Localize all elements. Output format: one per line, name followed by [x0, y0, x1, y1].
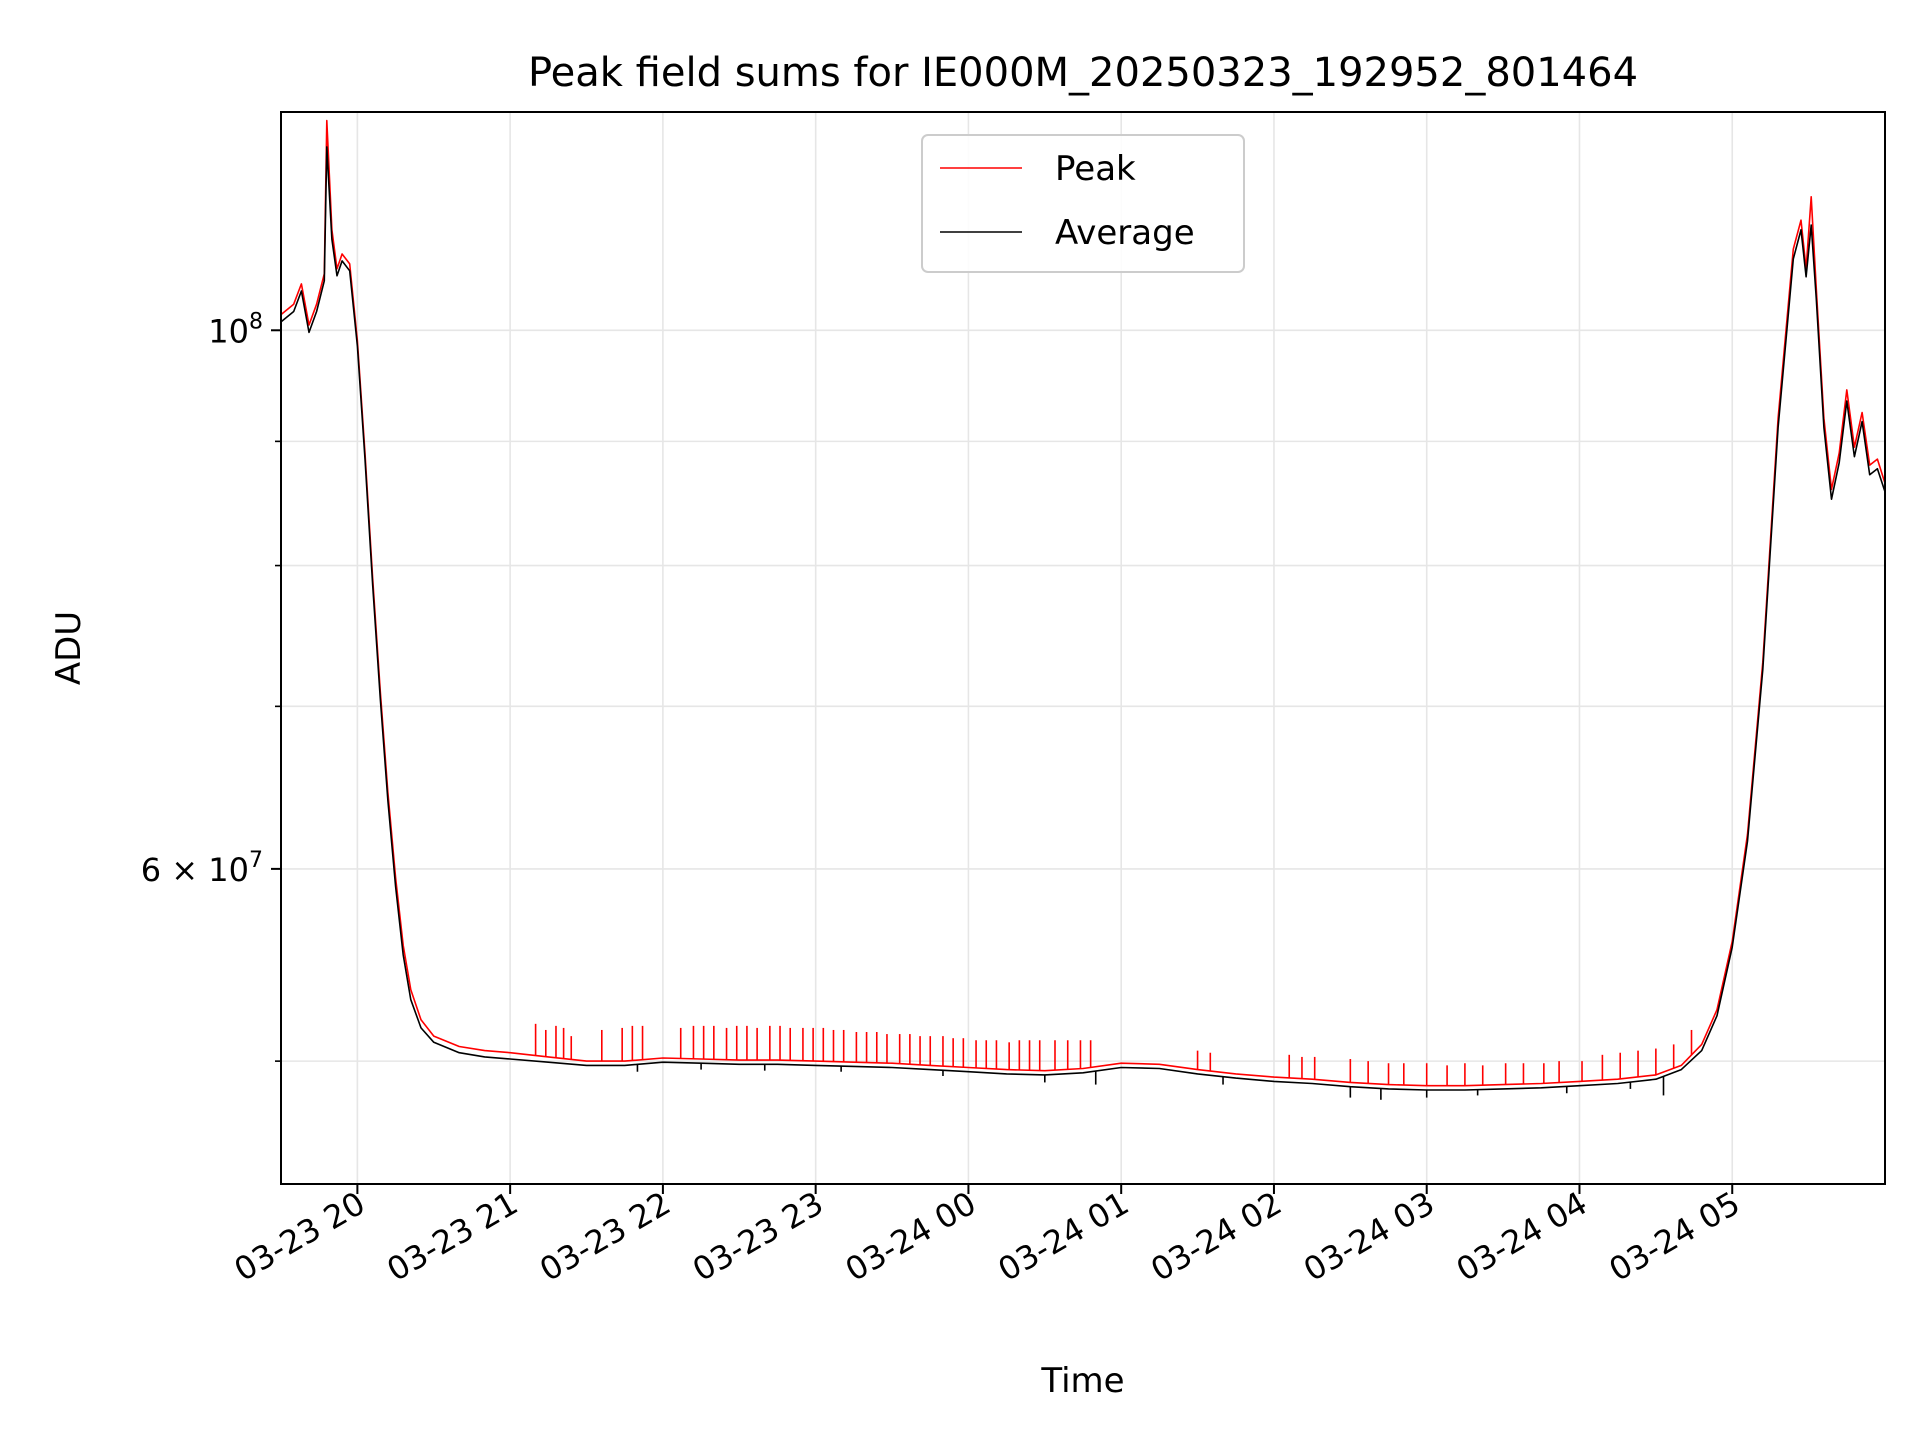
legend-box: [921, 134, 1245, 273]
peak-spikes: [534, 1023, 1693, 1086]
y-axis-ticks: 108 6 × 107: [141, 309, 281, 1062]
average-dips: [636, 1063, 1665, 1100]
y-tick-label: 6 × 107: [141, 848, 263, 889]
legend: Peak Average: [921, 134, 1245, 273]
x-axis-label: Time: [1040, 1361, 1124, 1401]
series-layer: [280, 119, 1886, 1100]
plot-frame: [280, 111, 1886, 1185]
y-tick-label: 108: [208, 309, 263, 350]
grid: [281, 112, 1885, 1184]
y-axis-label: ADU: [49, 611, 89, 685]
series-line-average: [280, 146, 1886, 1091]
chart-title: Peak field sums for IE000M_20250323_1929…: [528, 50, 1638, 96]
legend-label-average: Average: [1055, 213, 1195, 253]
legend-label-peak: Peak: [1055, 149, 1136, 189]
